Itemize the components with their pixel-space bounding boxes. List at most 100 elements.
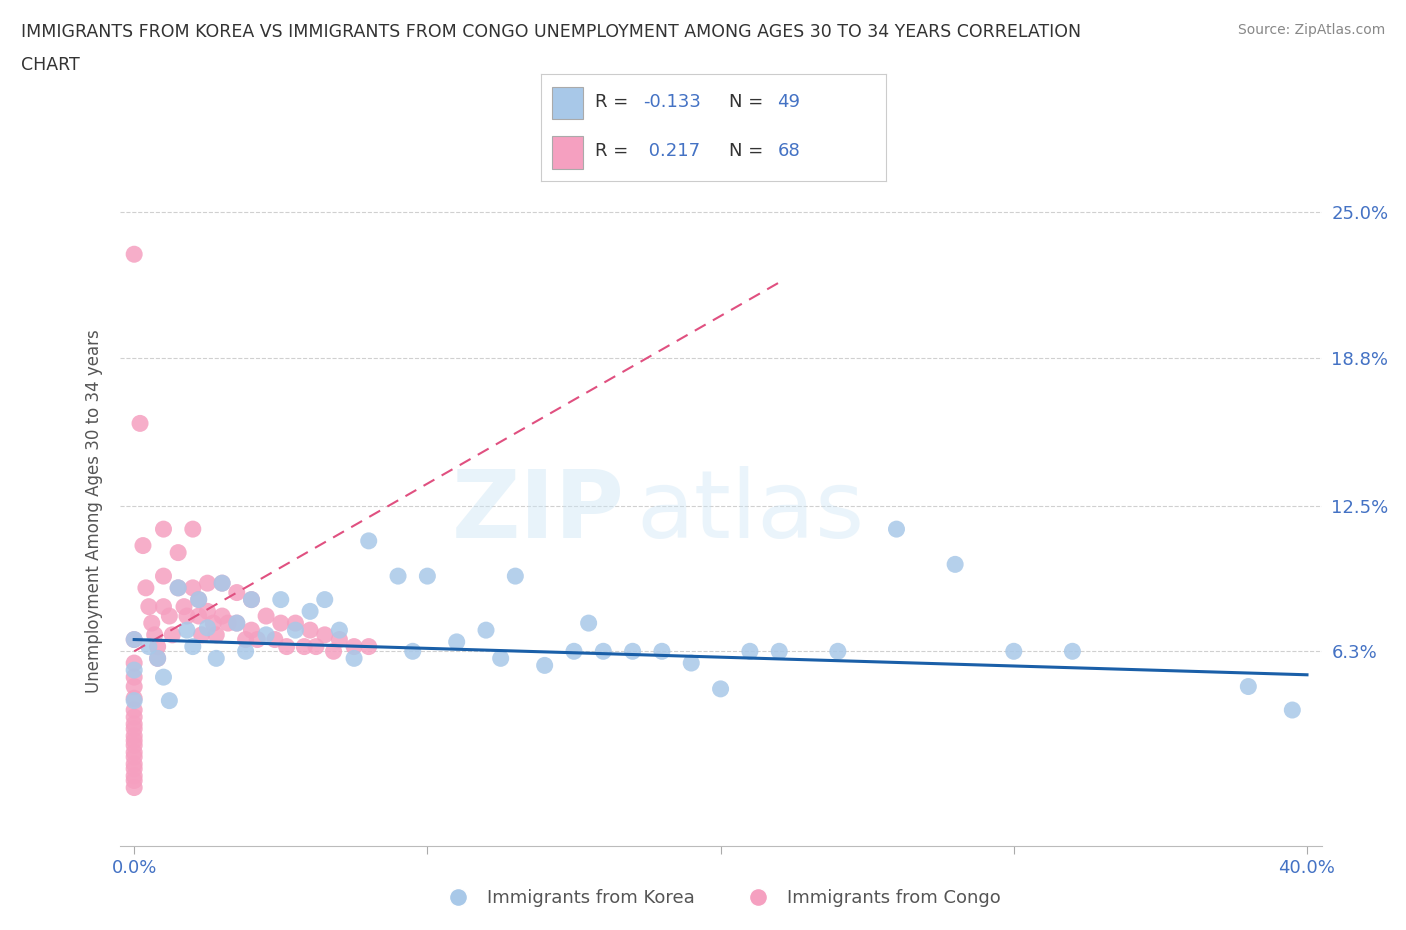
Text: IMMIGRANTS FROM KOREA VS IMMIGRANTS FROM CONGO UNEMPLOYMENT AMONG AGES 30 TO 34 : IMMIGRANTS FROM KOREA VS IMMIGRANTS FROM… bbox=[21, 23, 1081, 41]
Point bbox=[122, 663, 145, 678]
Point bbox=[152, 522, 174, 537]
Text: -0.133: -0.133 bbox=[643, 93, 700, 112]
Point bbox=[357, 639, 380, 654]
Point bbox=[651, 644, 673, 658]
Point bbox=[205, 628, 228, 643]
Point bbox=[343, 639, 366, 654]
Point bbox=[122, 757, 145, 772]
Point bbox=[827, 644, 849, 658]
Point bbox=[284, 623, 307, 638]
Point bbox=[768, 644, 790, 658]
Point bbox=[122, 632, 145, 647]
Point bbox=[225, 616, 247, 631]
Point bbox=[122, 728, 145, 743]
Point bbox=[181, 639, 204, 654]
Point bbox=[533, 658, 555, 672]
Point bbox=[1062, 644, 1084, 658]
Point bbox=[270, 616, 292, 631]
Text: CHART: CHART bbox=[21, 56, 80, 73]
Point bbox=[122, 722, 145, 737]
Point bbox=[122, 702, 145, 717]
FancyBboxPatch shape bbox=[551, 137, 582, 168]
Point bbox=[122, 717, 145, 732]
Point bbox=[167, 580, 190, 595]
Point bbox=[202, 616, 225, 631]
Point bbox=[621, 644, 644, 658]
Point bbox=[122, 745, 145, 760]
Point bbox=[292, 639, 315, 654]
Text: atlas: atlas bbox=[637, 466, 865, 557]
Point bbox=[217, 616, 239, 631]
Point bbox=[122, 750, 145, 764]
Point bbox=[357, 534, 380, 549]
Point bbox=[254, 608, 277, 623]
Point bbox=[122, 679, 145, 694]
Point bbox=[138, 639, 160, 654]
Point bbox=[314, 592, 336, 607]
Point bbox=[197, 620, 219, 635]
Text: R =: R = bbox=[595, 93, 634, 112]
Point bbox=[681, 656, 703, 671]
Point bbox=[387, 568, 409, 583]
Y-axis label: Unemployment Among Ages 30 to 34 years: Unemployment Among Ages 30 to 34 years bbox=[84, 329, 103, 694]
Point bbox=[211, 576, 233, 591]
Point bbox=[129, 416, 152, 431]
Point bbox=[187, 592, 209, 607]
Point bbox=[122, 632, 145, 647]
Point bbox=[328, 623, 350, 638]
Point bbox=[190, 628, 212, 643]
Point bbox=[122, 768, 145, 783]
Point bbox=[143, 628, 166, 643]
Point bbox=[505, 568, 527, 583]
Text: 0.217: 0.217 bbox=[643, 142, 700, 160]
Point bbox=[122, 733, 145, 748]
Point bbox=[710, 682, 733, 697]
Point bbox=[122, 762, 145, 777]
Point bbox=[173, 599, 195, 614]
FancyBboxPatch shape bbox=[551, 87, 582, 119]
Point bbox=[489, 651, 512, 666]
Text: 68: 68 bbox=[778, 142, 800, 160]
Point bbox=[162, 628, 184, 643]
Point bbox=[402, 644, 425, 658]
Point bbox=[284, 616, 307, 631]
Text: 49: 49 bbox=[778, 93, 800, 112]
Point bbox=[141, 616, 163, 631]
Point bbox=[343, 651, 366, 666]
Point bbox=[264, 632, 287, 647]
Point bbox=[181, 522, 204, 537]
Point bbox=[138, 599, 160, 614]
Point bbox=[152, 670, 174, 684]
Point bbox=[446, 634, 468, 649]
Point bbox=[122, 670, 145, 684]
Point bbox=[322, 644, 344, 658]
Point bbox=[276, 639, 298, 654]
Point bbox=[167, 580, 190, 595]
Point bbox=[132, 538, 155, 553]
Point bbox=[176, 608, 198, 623]
Point bbox=[240, 623, 263, 638]
Point bbox=[592, 644, 614, 658]
Text: N =: N = bbox=[730, 93, 769, 112]
Point bbox=[152, 599, 174, 614]
Point bbox=[146, 651, 169, 666]
Point bbox=[299, 604, 322, 618]
Point bbox=[562, 644, 585, 658]
Point bbox=[157, 693, 180, 708]
Text: R =: R = bbox=[595, 142, 634, 160]
Point bbox=[1281, 702, 1303, 717]
Point bbox=[122, 693, 145, 708]
Point bbox=[197, 576, 219, 591]
Point bbox=[122, 780, 145, 795]
Point bbox=[197, 604, 219, 618]
Point bbox=[475, 623, 498, 638]
Point bbox=[305, 639, 328, 654]
Point bbox=[122, 691, 145, 706]
Point bbox=[886, 522, 908, 537]
Point bbox=[235, 644, 257, 658]
Point bbox=[314, 628, 336, 643]
Point bbox=[122, 737, 145, 752]
Point bbox=[1237, 679, 1260, 694]
Point bbox=[122, 773, 145, 788]
Point bbox=[328, 632, 350, 647]
